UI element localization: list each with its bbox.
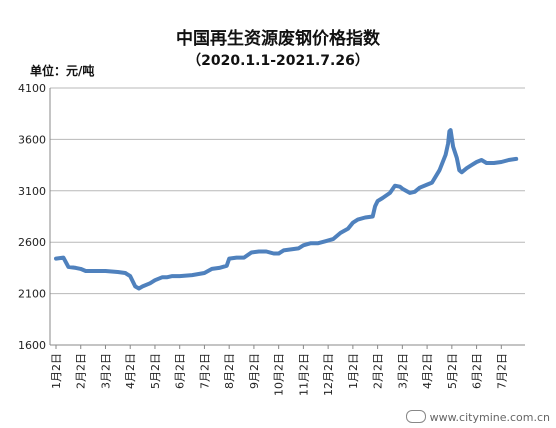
x-tick-label: 3月2日 (99, 353, 112, 389)
watermark-text: www.citymine.com.cn (429, 411, 550, 424)
y-tick-label: 2100 (18, 288, 46, 301)
y-tick-label: 3600 (18, 133, 46, 146)
y-axis-unit-label: 单位：元/吨 (30, 64, 95, 78)
series-line (54, 128, 519, 291)
y-tick-label: 2600 (18, 236, 46, 249)
x-tick-label: 9月2日 (248, 353, 261, 389)
y-tick-labels: 1600 2100 2600 3100 3600 4100 (18, 82, 46, 352)
x-tick-label: 6月2日 (174, 353, 187, 389)
x-tick-label: 2月2日 (372, 353, 385, 389)
x-tick-label: 1月2日 (347, 353, 360, 389)
x-tick-label: 4月2日 (421, 353, 434, 389)
x-tick-label: 2月2日 (75, 353, 88, 389)
y-tick-label: 1600 (18, 339, 46, 352)
x-tick-label: 8月2日 (223, 353, 236, 389)
x-tick-label: 7月2日 (495, 353, 508, 389)
x-tick-label: 11月2日 (297, 353, 310, 396)
x-tick-label: 5月2日 (446, 353, 459, 389)
citymine-logo-icon (405, 410, 426, 423)
chart-title: 中国再生资源废钢价格指数 (176, 29, 380, 49)
x-tick-label: 3月2日 (396, 353, 409, 389)
x-tick-label: 5月2日 (149, 353, 162, 389)
x-tick-label: 1月2日 (50, 353, 63, 389)
x-tick-label: 6月2日 (471, 353, 484, 389)
x-tick-label: 12月2日 (322, 353, 335, 396)
series-group (54, 128, 519, 291)
y-tick-label: 3100 (18, 185, 46, 198)
x-tick-label: 7月2日 (198, 353, 211, 389)
grid-lines (49, 87, 525, 346)
x-tick-label: 10月2日 (273, 353, 286, 396)
chart-subtitle: （2020.1.1-2021.7.26） (187, 53, 369, 69)
x-tick-labels: 1月2日 2月2日 3月2日 4月2日 5月2日 6月2日 7月2日 8月2日 9月2日 10月2… (50, 345, 508, 396)
watermark: www.citymine.com.cn (405, 410, 550, 424)
y-tick-label: 4100 (18, 82, 46, 95)
x-tick-label: 4月2日 (124, 353, 137, 389)
